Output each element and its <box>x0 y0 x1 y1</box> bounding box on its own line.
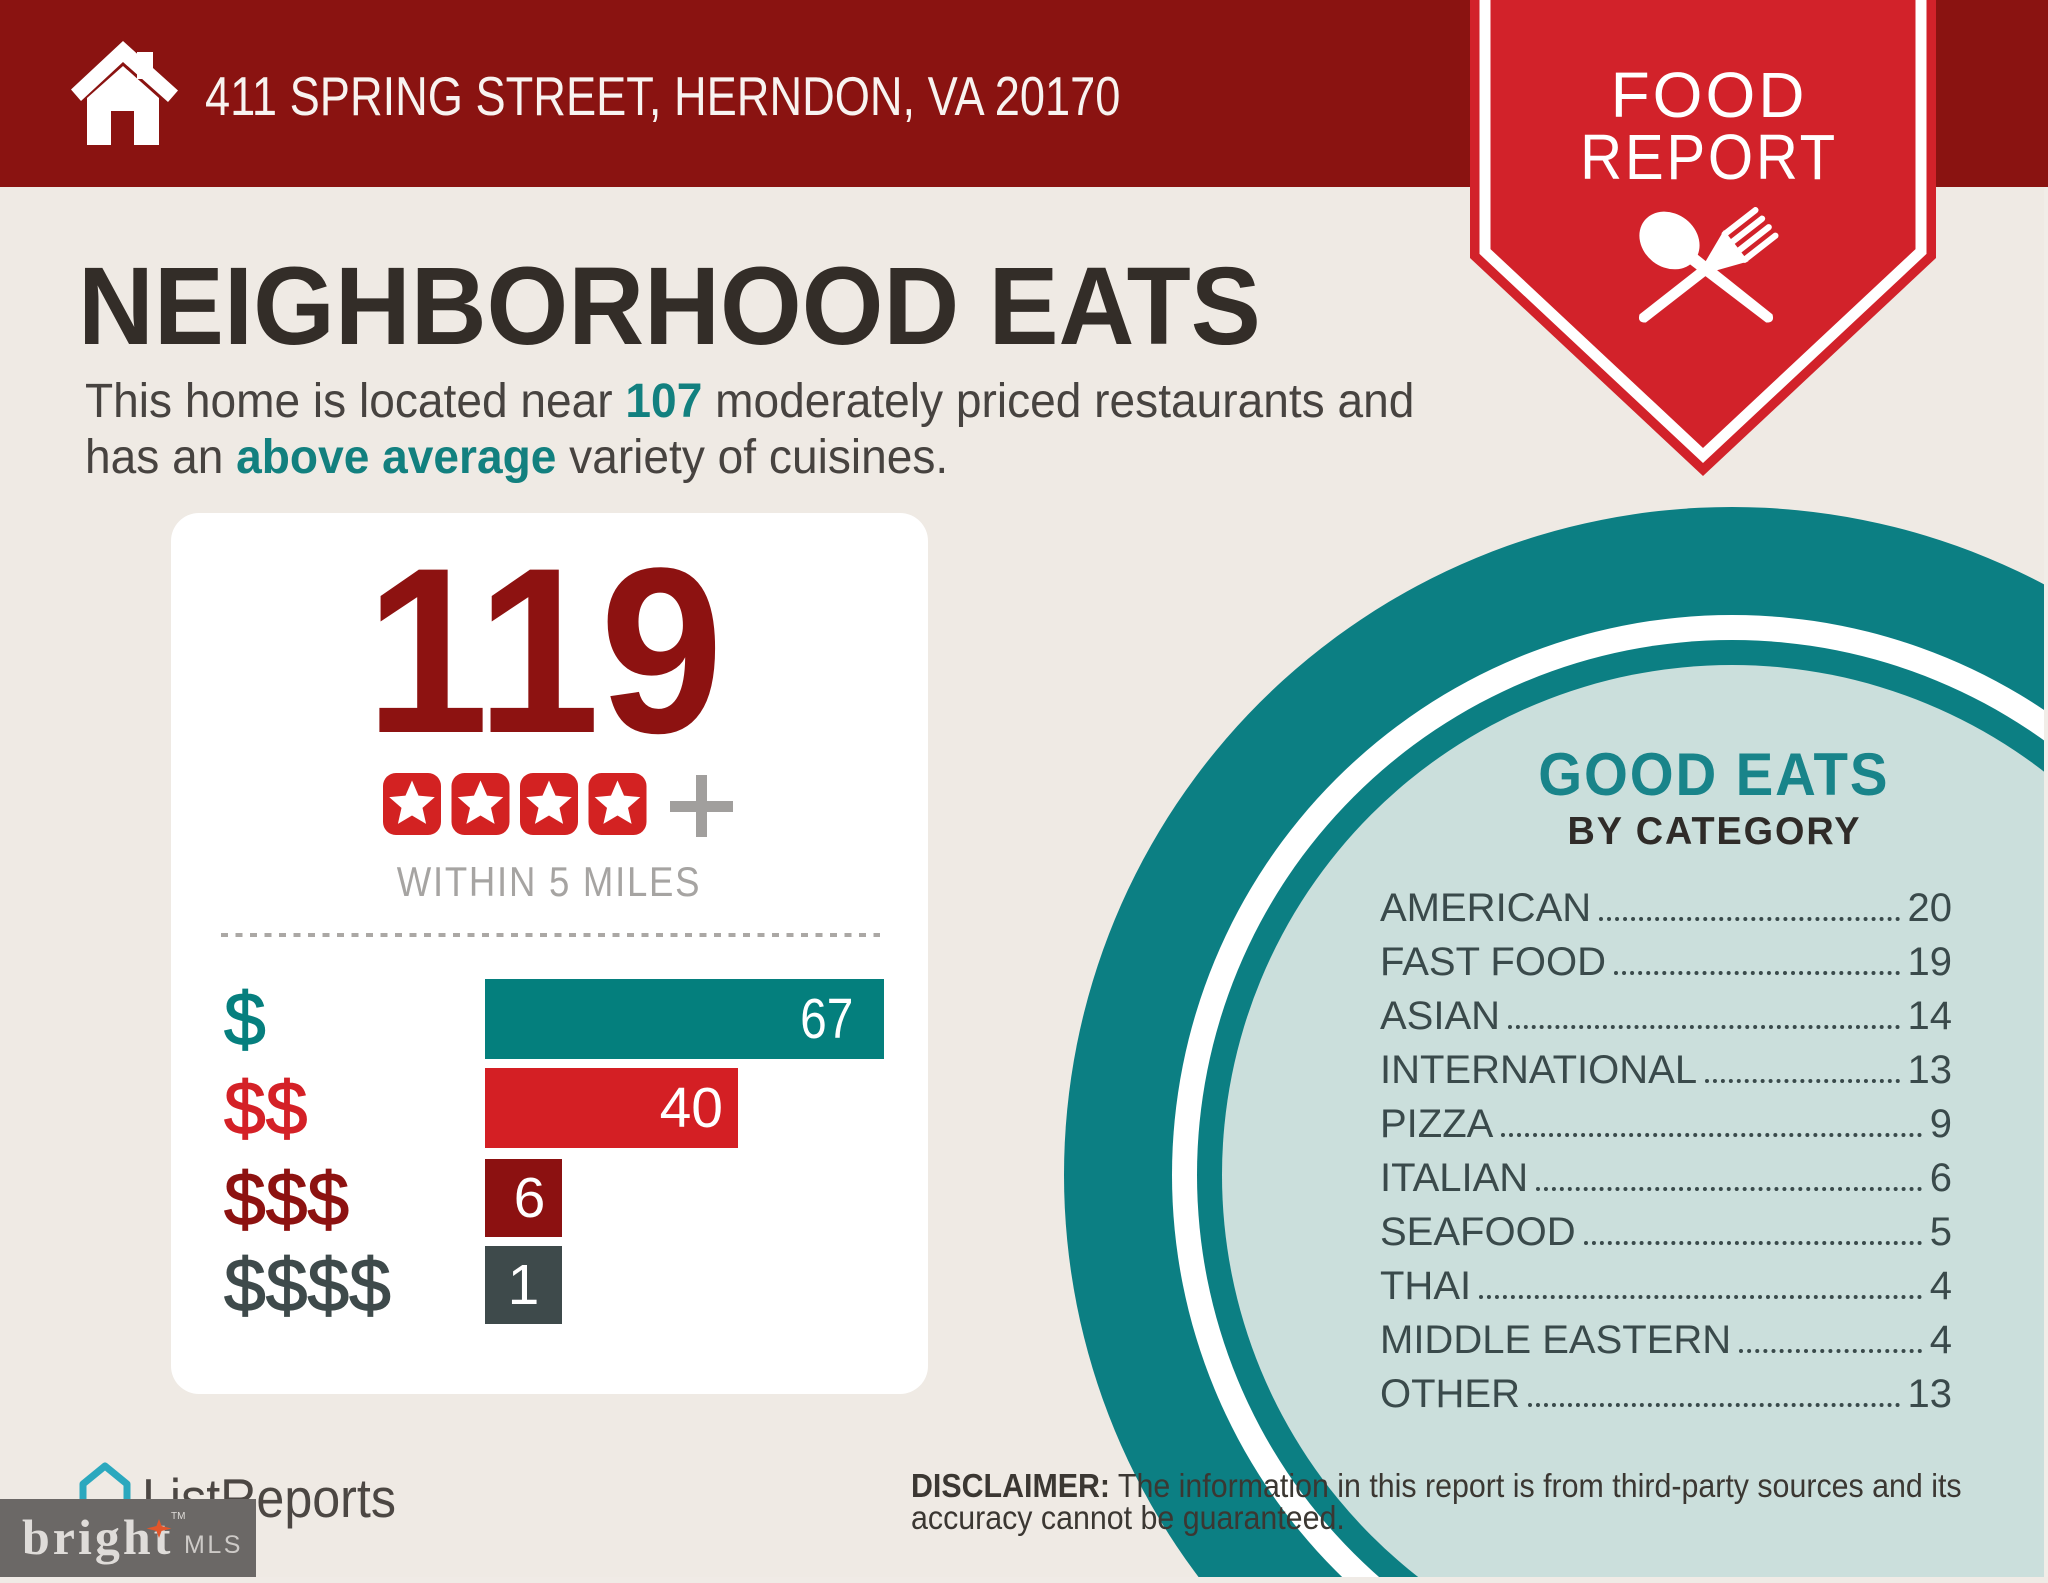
svg-text:REPORT: REPORT <box>1580 121 1838 192</box>
svg-text:FOOD: FOOD <box>1611 59 1808 131</box>
